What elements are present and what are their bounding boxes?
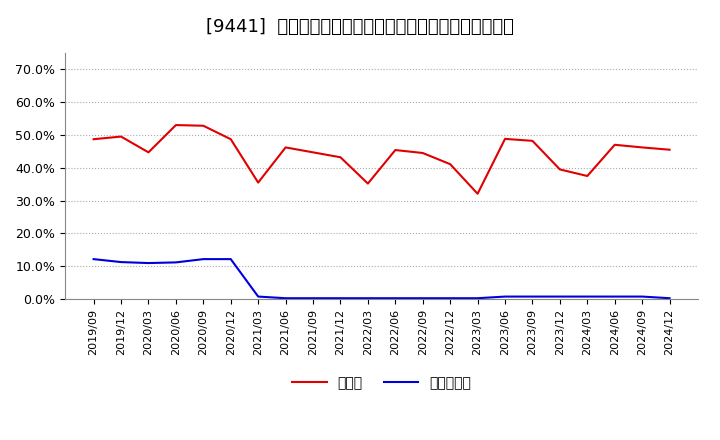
現預金 (500, 136, 509, 142)
Line: 有利子負債: 有利子負債 (94, 259, 670, 298)
有利子負債 (364, 296, 372, 301)
現預金 (254, 180, 263, 185)
有利子負債 (556, 294, 564, 299)
現預金 (611, 142, 619, 147)
Text: [9441]  現預金、有利子負債の総資産に対する比率の推移: [9441] 現預金、有利子負債の総資産に対する比率の推移 (206, 18, 514, 36)
現預金 (418, 150, 427, 156)
現預金 (583, 173, 592, 179)
有利子負債 (611, 294, 619, 299)
有利子負債 (500, 294, 509, 299)
現預金 (144, 150, 153, 155)
有利子負債 (528, 294, 537, 299)
現預金 (309, 150, 318, 155)
現預金 (226, 136, 235, 142)
現預金 (364, 181, 372, 186)
有利子負債 (473, 296, 482, 301)
Legend: 現預金, 有利子負債: 現預金, 有利子負債 (287, 370, 477, 396)
有利子負債 (336, 296, 345, 301)
有利子負債 (226, 257, 235, 262)
現預金 (446, 161, 454, 167)
有利子負債 (446, 296, 454, 301)
現預金 (528, 138, 537, 143)
有利子負債 (171, 260, 180, 265)
有利子負債 (418, 296, 427, 301)
現預金 (336, 154, 345, 160)
有利子負債 (254, 294, 263, 299)
有利子負債 (282, 296, 290, 301)
Line: 現預金: 現預金 (94, 125, 670, 194)
現預金 (117, 134, 125, 139)
有利子負債 (583, 294, 592, 299)
現預金 (665, 147, 674, 152)
有利子負債 (199, 257, 207, 262)
有利子負債 (638, 294, 647, 299)
現預金 (473, 191, 482, 196)
有利子負債 (665, 296, 674, 301)
有利子負債 (309, 296, 318, 301)
現預金 (199, 123, 207, 128)
有利子負債 (89, 257, 98, 262)
現預金 (282, 145, 290, 150)
現預金 (171, 122, 180, 128)
有利子負債 (117, 260, 125, 265)
有利子負債 (144, 260, 153, 266)
現預金 (638, 145, 647, 150)
現預金 (89, 136, 98, 142)
現預金 (391, 147, 400, 153)
有利子負債 (391, 296, 400, 301)
現預金 (556, 167, 564, 172)
